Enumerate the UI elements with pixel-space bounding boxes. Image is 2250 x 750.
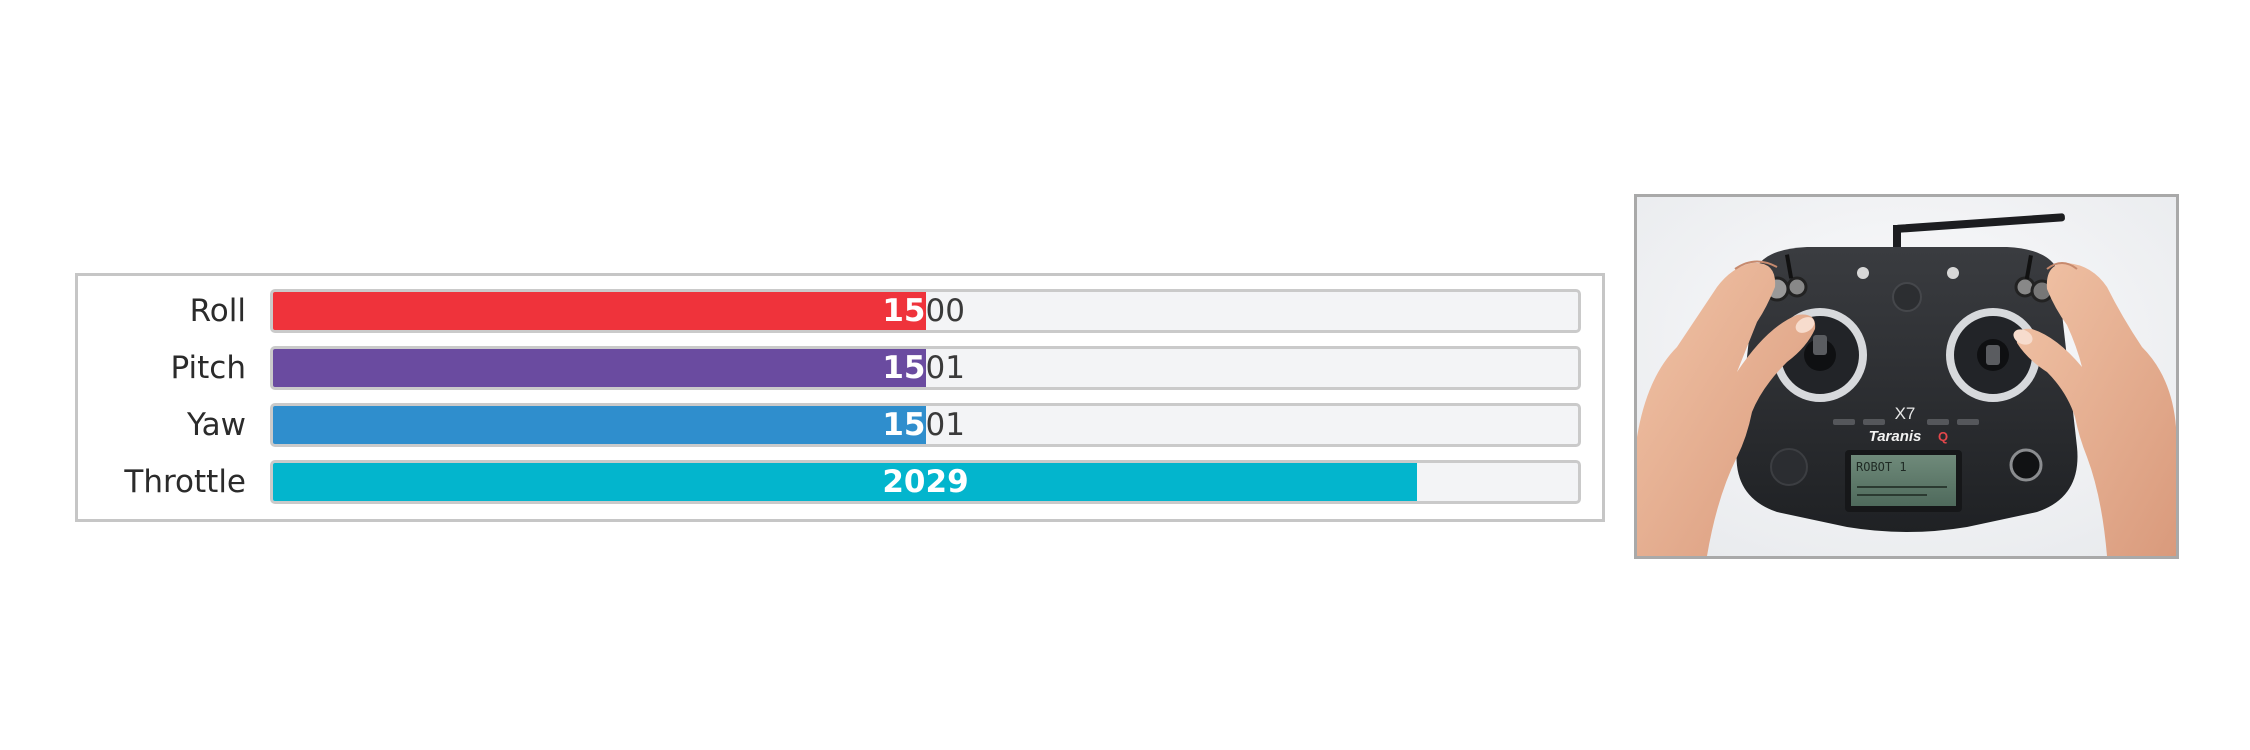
channel-label: Pitch bbox=[170, 350, 246, 386]
transmitter-photo: X7 Taranis Q ROBOT 1 bbox=[1634, 194, 2179, 559]
channel-row-throttle: Throttle 2029 2029 bbox=[78, 460, 1602, 504]
channels-panel: Roll 1500 1500 Pitch 1501 1501 Yaw 1501 … bbox=[75, 273, 1605, 522]
channel-bar: 1500 1500 bbox=[270, 289, 1581, 333]
left-hand-shape bbox=[1637, 260, 1816, 556]
channel-bar-fill: 1501 bbox=[273, 406, 926, 444]
channel-value-on-fill: 2029 bbox=[882, 464, 969, 500]
channel-bar-fill: 2029 bbox=[273, 463, 1418, 501]
channel-row-roll: Roll 1500 1500 bbox=[78, 289, 1602, 333]
antenna-shape bbox=[1893, 213, 2065, 249]
right-hand-shape bbox=[2013, 262, 2176, 556]
channel-row-pitch: Pitch 1501 1501 bbox=[78, 346, 1602, 390]
channel-bar: 1501 1501 bbox=[270, 346, 1581, 390]
channel-bar-fill: 1500 bbox=[273, 292, 926, 330]
brand-suffix-text: Q bbox=[1938, 429, 1948, 444]
channel-value-on-fill: 1500 bbox=[882, 293, 926, 329]
channel-bar: 1501 1501 bbox=[270, 403, 1581, 447]
brand-text: Taranis bbox=[1869, 428, 1922, 445]
channel-value-on-fill: 1501 bbox=[882, 407, 926, 443]
transmitter-body-shape: X7 Taranis Q ROBOT 1 bbox=[1736, 247, 2078, 532]
channel-bar-fill: 1501 bbox=[273, 349, 926, 387]
channel-value-on-fill: 1501 bbox=[882, 350, 926, 386]
channel-bar: 2029 2029 bbox=[270, 460, 1581, 504]
channel-label: Yaw bbox=[186, 407, 246, 443]
model-text: X7 bbox=[1895, 404, 1916, 423]
screen-text: ROBOT 1 bbox=[1856, 460, 1907, 474]
channel-label: Roll bbox=[189, 293, 246, 329]
channel-label: Throttle bbox=[124, 464, 246, 500]
channel-row-yaw: Yaw 1501 1501 bbox=[78, 403, 1602, 447]
